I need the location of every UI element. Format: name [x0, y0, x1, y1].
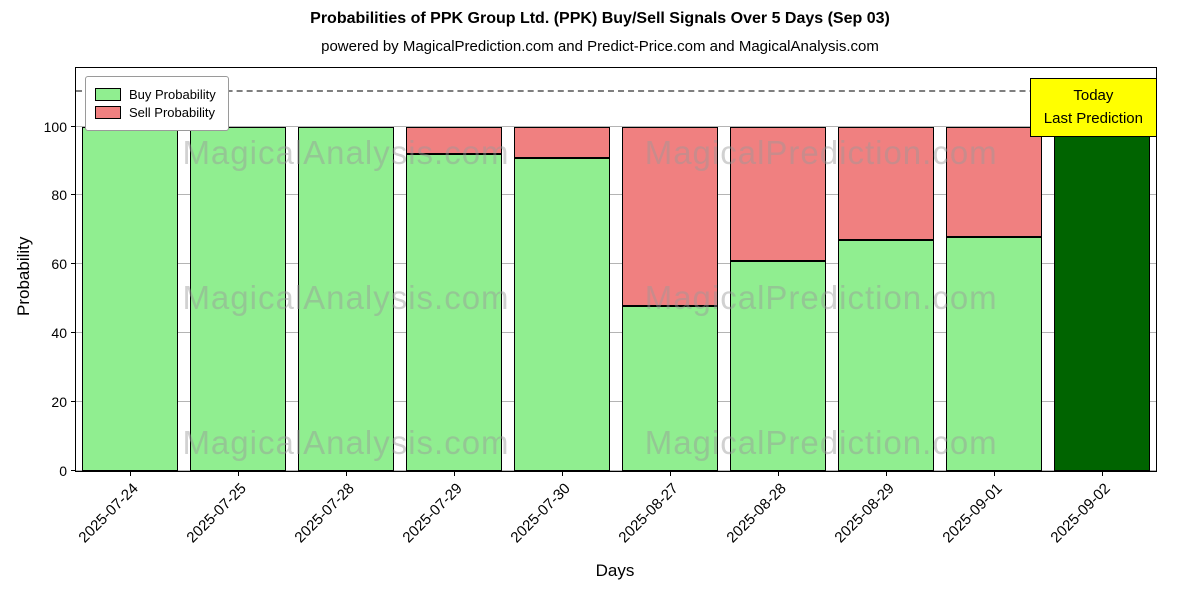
- x-tick-mark: [454, 471, 455, 476]
- chart-title: Probabilities of PPK Group Ltd. (PPK) Bu…: [310, 10, 890, 27]
- bar-sell-2025-07-30: [514, 126, 610, 158]
- y-tick-label: 0: [59, 463, 67, 479]
- bar-buy-2025-09-01: [946, 236, 1042, 471]
- x-tick-label: 2025-08-28: [723, 480, 791, 547]
- bar-today-2025-09-02: [1054, 126, 1150, 471]
- bar-sell-2025-07-29: [406, 126, 502, 155]
- bar-buy-2025-07-25: [190, 126, 286, 471]
- x-tick-label: 2025-07-25: [183, 480, 251, 547]
- x-tick-mark: [1102, 471, 1103, 476]
- gridline: [76, 332, 1156, 334]
- gridline: [76, 401, 1156, 403]
- bar-sell-2025-08-27: [622, 126, 718, 306]
- legend-label-buy: Buy Probability: [129, 87, 216, 102]
- x-tick-label: 2025-09-02: [1047, 480, 1115, 547]
- x-tick-label: 2025-07-24: [75, 480, 143, 547]
- legend: Buy Probability Sell Probability: [85, 76, 229, 131]
- bar-sell-2025-08-28: [730, 126, 826, 261]
- bar-buy-2025-07-28: [298, 126, 394, 471]
- legend-item-sell: Sell Probability: [95, 105, 216, 120]
- x-tick-label: 2025-08-27: [615, 480, 683, 547]
- y-tick-mark: [71, 470, 76, 471]
- x-tick-label: 2025-09-01: [939, 480, 1007, 547]
- bar-buy-2025-08-28: [730, 260, 826, 471]
- gridline: [76, 125, 1156, 127]
- x-tick-mark: [778, 471, 779, 476]
- legend-item-buy: Buy Probability: [95, 87, 216, 102]
- x-tick-label: 2025-07-29: [399, 480, 467, 547]
- x-tick-mark: [994, 471, 995, 476]
- gridline: [76, 470, 1156, 471]
- x-tick-mark: [886, 471, 887, 476]
- y-axis-label: Probability: [14, 236, 33, 316]
- y-tick-mark: [71, 263, 76, 265]
- sell-probability-swatch: [95, 106, 121, 119]
- annotation-line2: Last Prediction: [1043, 110, 1143, 128]
- x-axis-label: Days: [595, 561, 635, 580]
- bar-buy-2025-07-29: [406, 154, 502, 471]
- legend-label-sell: Sell Probability: [129, 105, 215, 120]
- x-tick-mark: [562, 471, 563, 476]
- x-tick-label: 2025-08-29: [831, 480, 899, 547]
- y-tick-label: 80: [51, 187, 67, 204]
- plot-area: Buy Probability Sell Probability Today L…: [44, 67, 1157, 546]
- x-tick-label: 2025-07-30: [507, 480, 575, 547]
- x-tick-mark: [346, 471, 347, 476]
- x-tick-label: 2025-07-28: [291, 480, 359, 547]
- y-tick-label: 100: [43, 118, 67, 135]
- today-annotation: Today Last Prediction: [1029, 78, 1157, 137]
- bar-buy-2025-08-29: [838, 240, 934, 471]
- y-tick-mark: [71, 125, 76, 127]
- y-tick-mark: [71, 194, 76, 196]
- bar-buy-2025-08-27: [622, 305, 718, 471]
- x-tick-mark: [238, 471, 239, 476]
- buy-probability-swatch: [95, 88, 121, 101]
- bar-sell-2025-08-29: [838, 126, 934, 241]
- gridline: [76, 263, 1156, 265]
- bar-buy-2025-07-30: [514, 157, 610, 471]
- bar-buy-2025-07-24: [82, 126, 178, 471]
- y-tick-label: 20: [51, 394, 67, 411]
- y-tick-mark: [71, 332, 76, 334]
- y-tick-label: 40: [51, 325, 67, 342]
- annotation-line1: Today: [1073, 87, 1114, 104]
- dashed-threshold-line: [76, 90, 1156, 93]
- chart-subtitle: powered by MagicalPrediction.com and Pre…: [321, 38, 879, 55]
- bar-sell-2025-09-01: [946, 126, 1042, 237]
- x-tick-mark: [670, 471, 671, 476]
- x-tick-mark: [130, 471, 131, 476]
- y-tick-label: 60: [51, 256, 67, 273]
- gridline: [76, 194, 1156, 196]
- y-tick-mark: [71, 401, 76, 403]
